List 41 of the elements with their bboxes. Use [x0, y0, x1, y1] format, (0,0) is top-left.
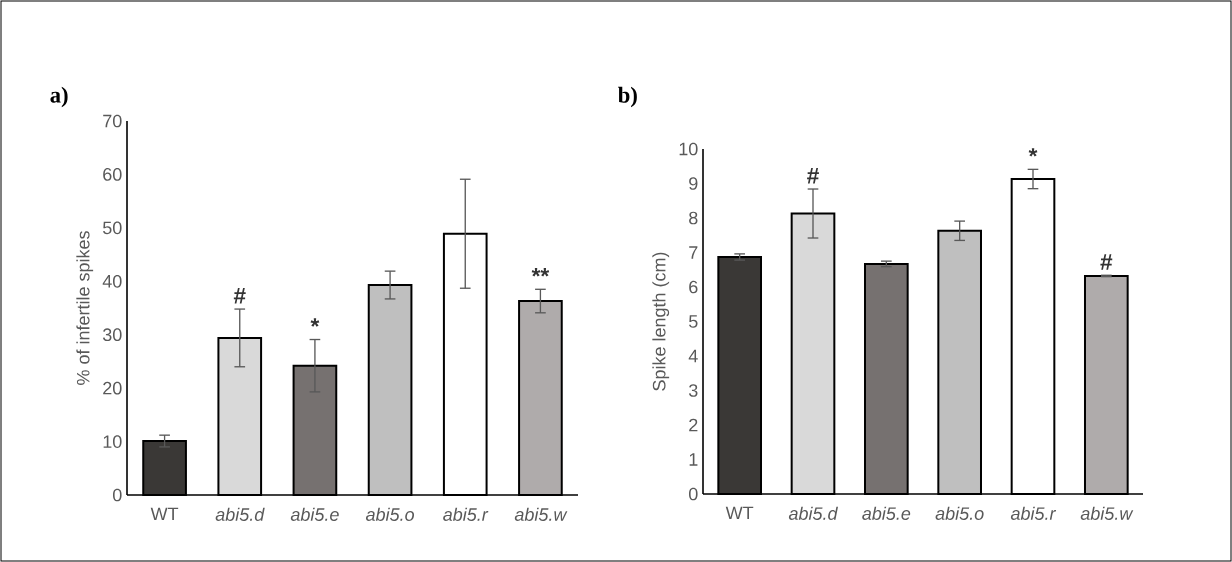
chart-title: a): [50, 86, 68, 108]
chart-title: b): [618, 86, 637, 108]
y-tick-label: 8: [689, 211, 698, 225]
y-axis-title: Spike length (cm): [652, 252, 670, 391]
y-tick-label: 50: [102, 221, 122, 235]
y-tick-label: 3: [688, 384, 698, 397]
y-tick-label: 60: [103, 168, 122, 181]
x-tick-label: WT: [150, 507, 179, 521]
x-tick-label: WT: [725, 506, 754, 520]
x-tick-label: abi5.o: [935, 506, 984, 520]
y-tick-label: 9: [689, 177, 698, 190]
y-tick-label: 70: [103, 114, 122, 128]
annotation: **: [531, 268, 550, 277]
x-tick-label: abi5.e: [862, 506, 911, 520]
annotation: #: [1100, 254, 1113, 270]
annotation: *: [1028, 148, 1038, 157]
x-tick-label: abi5.w: [1080, 506, 1134, 520]
y-axis-title: % of infertile spikes: [76, 231, 94, 385]
x-tick-label: abi5.r: [443, 507, 489, 521]
x-tick-label: abi5.o: [365, 507, 415, 521]
x-tick-label: abi5.d: [788, 506, 838, 520]
annotation: #: [807, 167, 819, 184]
annotation: #: [233, 288, 246, 304]
y-tick-label: 1: [689, 453, 698, 466]
y-tick-label: 6: [689, 280, 698, 294]
y-tick-label: 5: [688, 315, 698, 328]
x-tick-label: abi5.r: [1010, 506, 1057, 520]
y-tick-label: 7: [689, 246, 698, 259]
y-tick-label: 10: [679, 142, 698, 156]
y-tick-label: 10: [103, 435, 122, 448]
y-tick-label: 30: [102, 328, 122, 342]
y-tick-label: 4: [688, 349, 698, 363]
y-tick-label: 40: [102, 274, 122, 288]
y-tick-label: 2: [689, 418, 698, 432]
y-tick-label: 20: [103, 381, 122, 395]
y-tick-label: 0: [688, 487, 698, 501]
x-tick-label: abi5.w: [514, 507, 568, 521]
annotation: *: [310, 318, 320, 327]
x-tick-label: abi5.d: [215, 507, 265, 521]
x-tick-label: abi5.e: [290, 507, 339, 521]
y-tick-label: 0: [112, 488, 122, 502]
